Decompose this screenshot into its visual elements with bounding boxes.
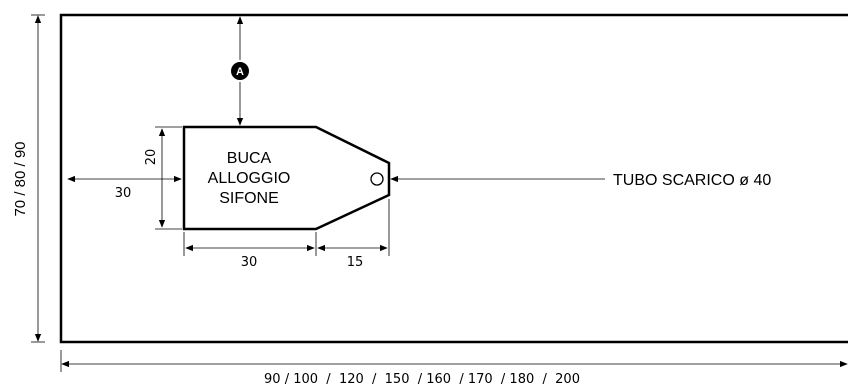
pipe-callout: TUBO SCARICO ø 40 [390,172,771,189]
pipe-label: TUBO SCARICO ø 40 [613,172,771,189]
width-dimension: 90 / 100 / 120 / 150 / 160 / 170 / 180 /… [60,350,848,386]
top-offset-dimension: A [231,16,249,126]
hole-label-line-1: BUCA [227,150,272,167]
marker-a-badge [231,62,249,80]
height-options-label: 70 / 80 / 90 [12,141,29,216]
panel-outline [59,13,848,344]
left-offset-label: 30 [115,186,132,201]
left-offset-dimension: 30 [67,175,182,201]
siphon-hole [182,125,391,231]
drain-pipe-circle [370,172,384,186]
width-options-label: 90 / 100 / 120 / 150 / 160 / 170 / 180 /… [264,372,580,386]
height-dimension: 70 / 80 / 90 [12,14,45,343]
hole-label-line-2: ALLOGGIO [208,170,291,187]
siphon-hole-label: BUCA ALLOGGIO SIFONE [208,150,291,207]
hole-height-dimension: 20 [144,126,182,230]
hole-width-label: 30 [241,255,258,270]
hole-height-label: 20 [144,149,159,166]
hole-taper-label: 15 [347,255,364,270]
marker-a-label: A [236,66,244,78]
hole-label-line-3: SIFONE [219,190,279,207]
hole-width-dimension: 30 15 [183,199,390,270]
